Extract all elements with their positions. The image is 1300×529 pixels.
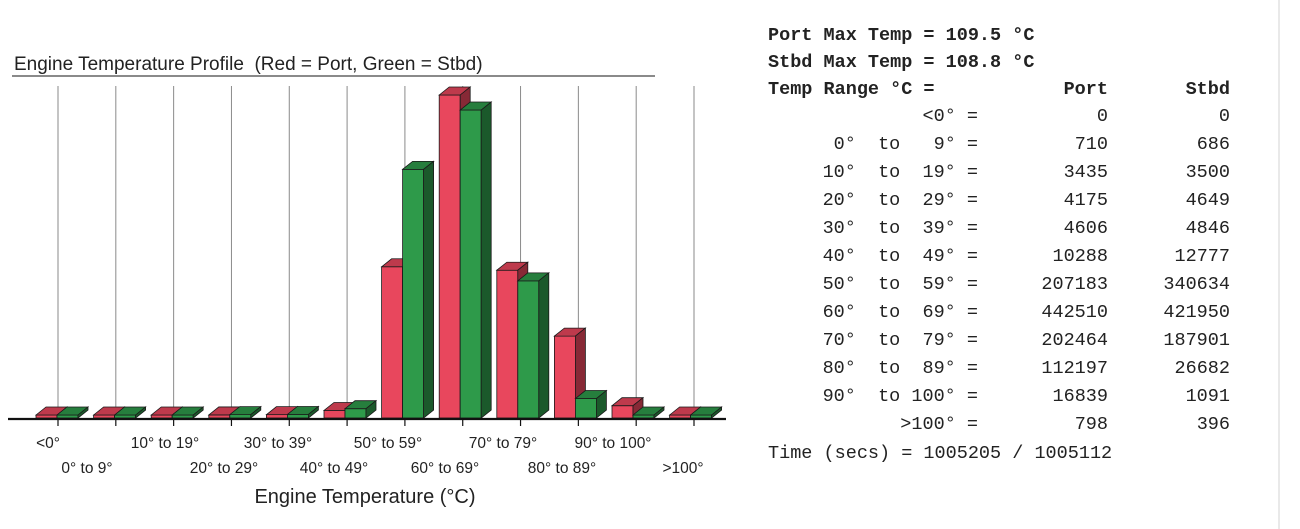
cell-port: 207183	[1041, 274, 1108, 295]
port-max-temp: Port Max Temp = 109.5 °C	[768, 25, 1035, 46]
table-header: Temp Range °C = Port Stbd	[768, 76, 1238, 103]
tick-label: 0° to 9°	[61, 460, 112, 477]
bar-stbd	[343, 399, 378, 419]
cell-stbd: 686	[1196, 134, 1230, 155]
cell-port: 3435	[1063, 162, 1108, 183]
tick-label: 20° to 29°	[190, 460, 258, 477]
table-row: 20° to 29° = 4175 4649	[768, 187, 1238, 215]
temperature-table: Port Max Temp = 109.5 °C Stbd Max Temp =…	[768, 22, 1238, 469]
header-range: Temp Range °C =	[768, 79, 935, 100]
bar-stbd	[228, 405, 262, 419]
cell-range: 80° to 89° =	[822, 358, 978, 379]
table-row: 80° to 89° = 112197 26682	[768, 355, 1238, 383]
table-rows: <0° = 0 0 0° to 9° = 710 686 10° to 19° = 3435 3…	[768, 103, 1238, 439]
cell-stbd: 0	[1218, 106, 1230, 127]
cell-stbd: 1091	[1185, 386, 1230, 407]
cell-port: 4606	[1063, 218, 1108, 239]
bar-stbd	[459, 101, 493, 419]
page-edge-rule	[1278, 0, 1280, 529]
tick-label: 10° to 19°	[131, 435, 199, 452]
cell-stbd: 340634	[1163, 274, 1230, 295]
bar-stbd	[689, 406, 723, 419]
bar-stbd	[401, 160, 435, 419]
cell-port: 710	[1074, 134, 1108, 155]
time-readout: Time (secs) = 1005205 / 1005112	[768, 443, 1113, 464]
bar-stbd	[631, 406, 666, 419]
tick-label: 30° to 39°	[244, 435, 312, 452]
cell-port: 112197	[1041, 358, 1108, 379]
cell-range: 70° to 79° =	[822, 330, 978, 351]
cell-range: >100° =	[900, 414, 978, 435]
x-axis: <0°0° to 9° 10° to 19° 20° to 29° 30° to 39…	[8, 417, 726, 477]
table-row: 30° to 39° = 4606 4846	[768, 215, 1238, 243]
grid-lines	[57, 86, 695, 416]
cell-stbd: 3500	[1185, 162, 1230, 183]
tick-label: 90° to 100°	[574, 435, 651, 452]
table-row: 10° to 19° = 3435 3500	[768, 159, 1238, 187]
cell-range: 30° to 39° =	[822, 218, 978, 239]
cell-port: 10288	[1052, 246, 1108, 267]
cell-range: 90° to 100° =	[822, 386, 978, 407]
table-row: 40° to 49° = 10288 12777	[768, 243, 1238, 271]
temperature-bar-chart: <0°0° to 9° 10° to 19° 20° to 29° 30° to 39…	[8, 54, 726, 508]
cell-port: 0	[1096, 106, 1108, 127]
table-row: 0° to 9° = 710 686	[768, 131, 1238, 159]
tick-label: 80° to 89°	[528, 460, 596, 477]
tick-label: 40° to 49°	[300, 460, 368, 477]
table-row: 90° to 100° = 16839 1091	[768, 383, 1238, 411]
bar-stbd	[286, 405, 320, 419]
header-port: Port	[1063, 79, 1108, 100]
cell-port: 4175	[1063, 190, 1108, 211]
tick-label: 70° to 79°	[469, 435, 537, 452]
tick-label: 50° to 59°	[354, 435, 422, 452]
cell-range: 60° to 69° =	[822, 302, 978, 323]
bar-stbd	[55, 406, 90, 419]
cell-port: 16839	[1052, 386, 1108, 407]
cell-stbd: 187901	[1163, 330, 1230, 351]
cell-range: <0° =	[922, 106, 978, 127]
table-row: <0° = 0 0	[768, 103, 1238, 131]
tick-label: 60° to 69°	[411, 460, 479, 477]
chart-title: Engine Temperature Profile (Red = Port, …	[14, 54, 483, 75]
cell-range: 10° to 19° =	[822, 162, 978, 183]
table-row: 60° to 69° = 442510 421950	[768, 299, 1238, 327]
bars	[34, 86, 723, 419]
stbd-max-temp: Stbd Max Temp = 108.8 °C	[768, 52, 1035, 73]
tick-label: >100°	[662, 460, 703, 477]
table-row: >100° = 798 396	[768, 411, 1238, 439]
x-axis-label: Engine Temperature (°C)	[254, 486, 475, 508]
cell-stbd: 421950	[1163, 302, 1230, 323]
tick-label: <0°	[36, 435, 60, 452]
bar-stbd	[171, 406, 205, 419]
cell-stbd: 4649	[1185, 190, 1230, 211]
cell-port: 798	[1074, 414, 1108, 435]
cell-stbd: 4846	[1185, 218, 1230, 239]
cell-stbd: 26682	[1174, 358, 1230, 379]
cell-port: 202464	[1041, 330, 1108, 351]
cell-range: 50° to 59° =	[822, 274, 978, 295]
table-row: 50° to 59° = 207183 340634	[768, 271, 1238, 299]
cell-stbd: 396	[1196, 414, 1230, 435]
bar-stbd	[574, 389, 608, 419]
cell-range: 40° to 49° =	[822, 246, 978, 267]
cell-stbd: 12777	[1174, 246, 1230, 267]
cell-range: 20° to 29° =	[822, 190, 978, 211]
cell-port: 442510	[1041, 302, 1108, 323]
cell-range: 0° to 9° =	[833, 134, 978, 155]
table-row: 70° to 79° = 202464 187901	[768, 327, 1238, 355]
header-stbd: Stbd	[1185, 79, 1230, 100]
bar-stbd	[516, 272, 550, 419]
